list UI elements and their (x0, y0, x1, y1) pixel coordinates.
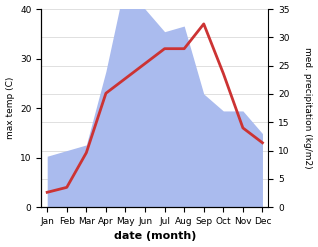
Y-axis label: med. precipitation (kg/m2): med. precipitation (kg/m2) (303, 47, 313, 169)
X-axis label: date (month): date (month) (114, 231, 196, 242)
Y-axis label: max temp (C): max temp (C) (5, 77, 15, 139)
